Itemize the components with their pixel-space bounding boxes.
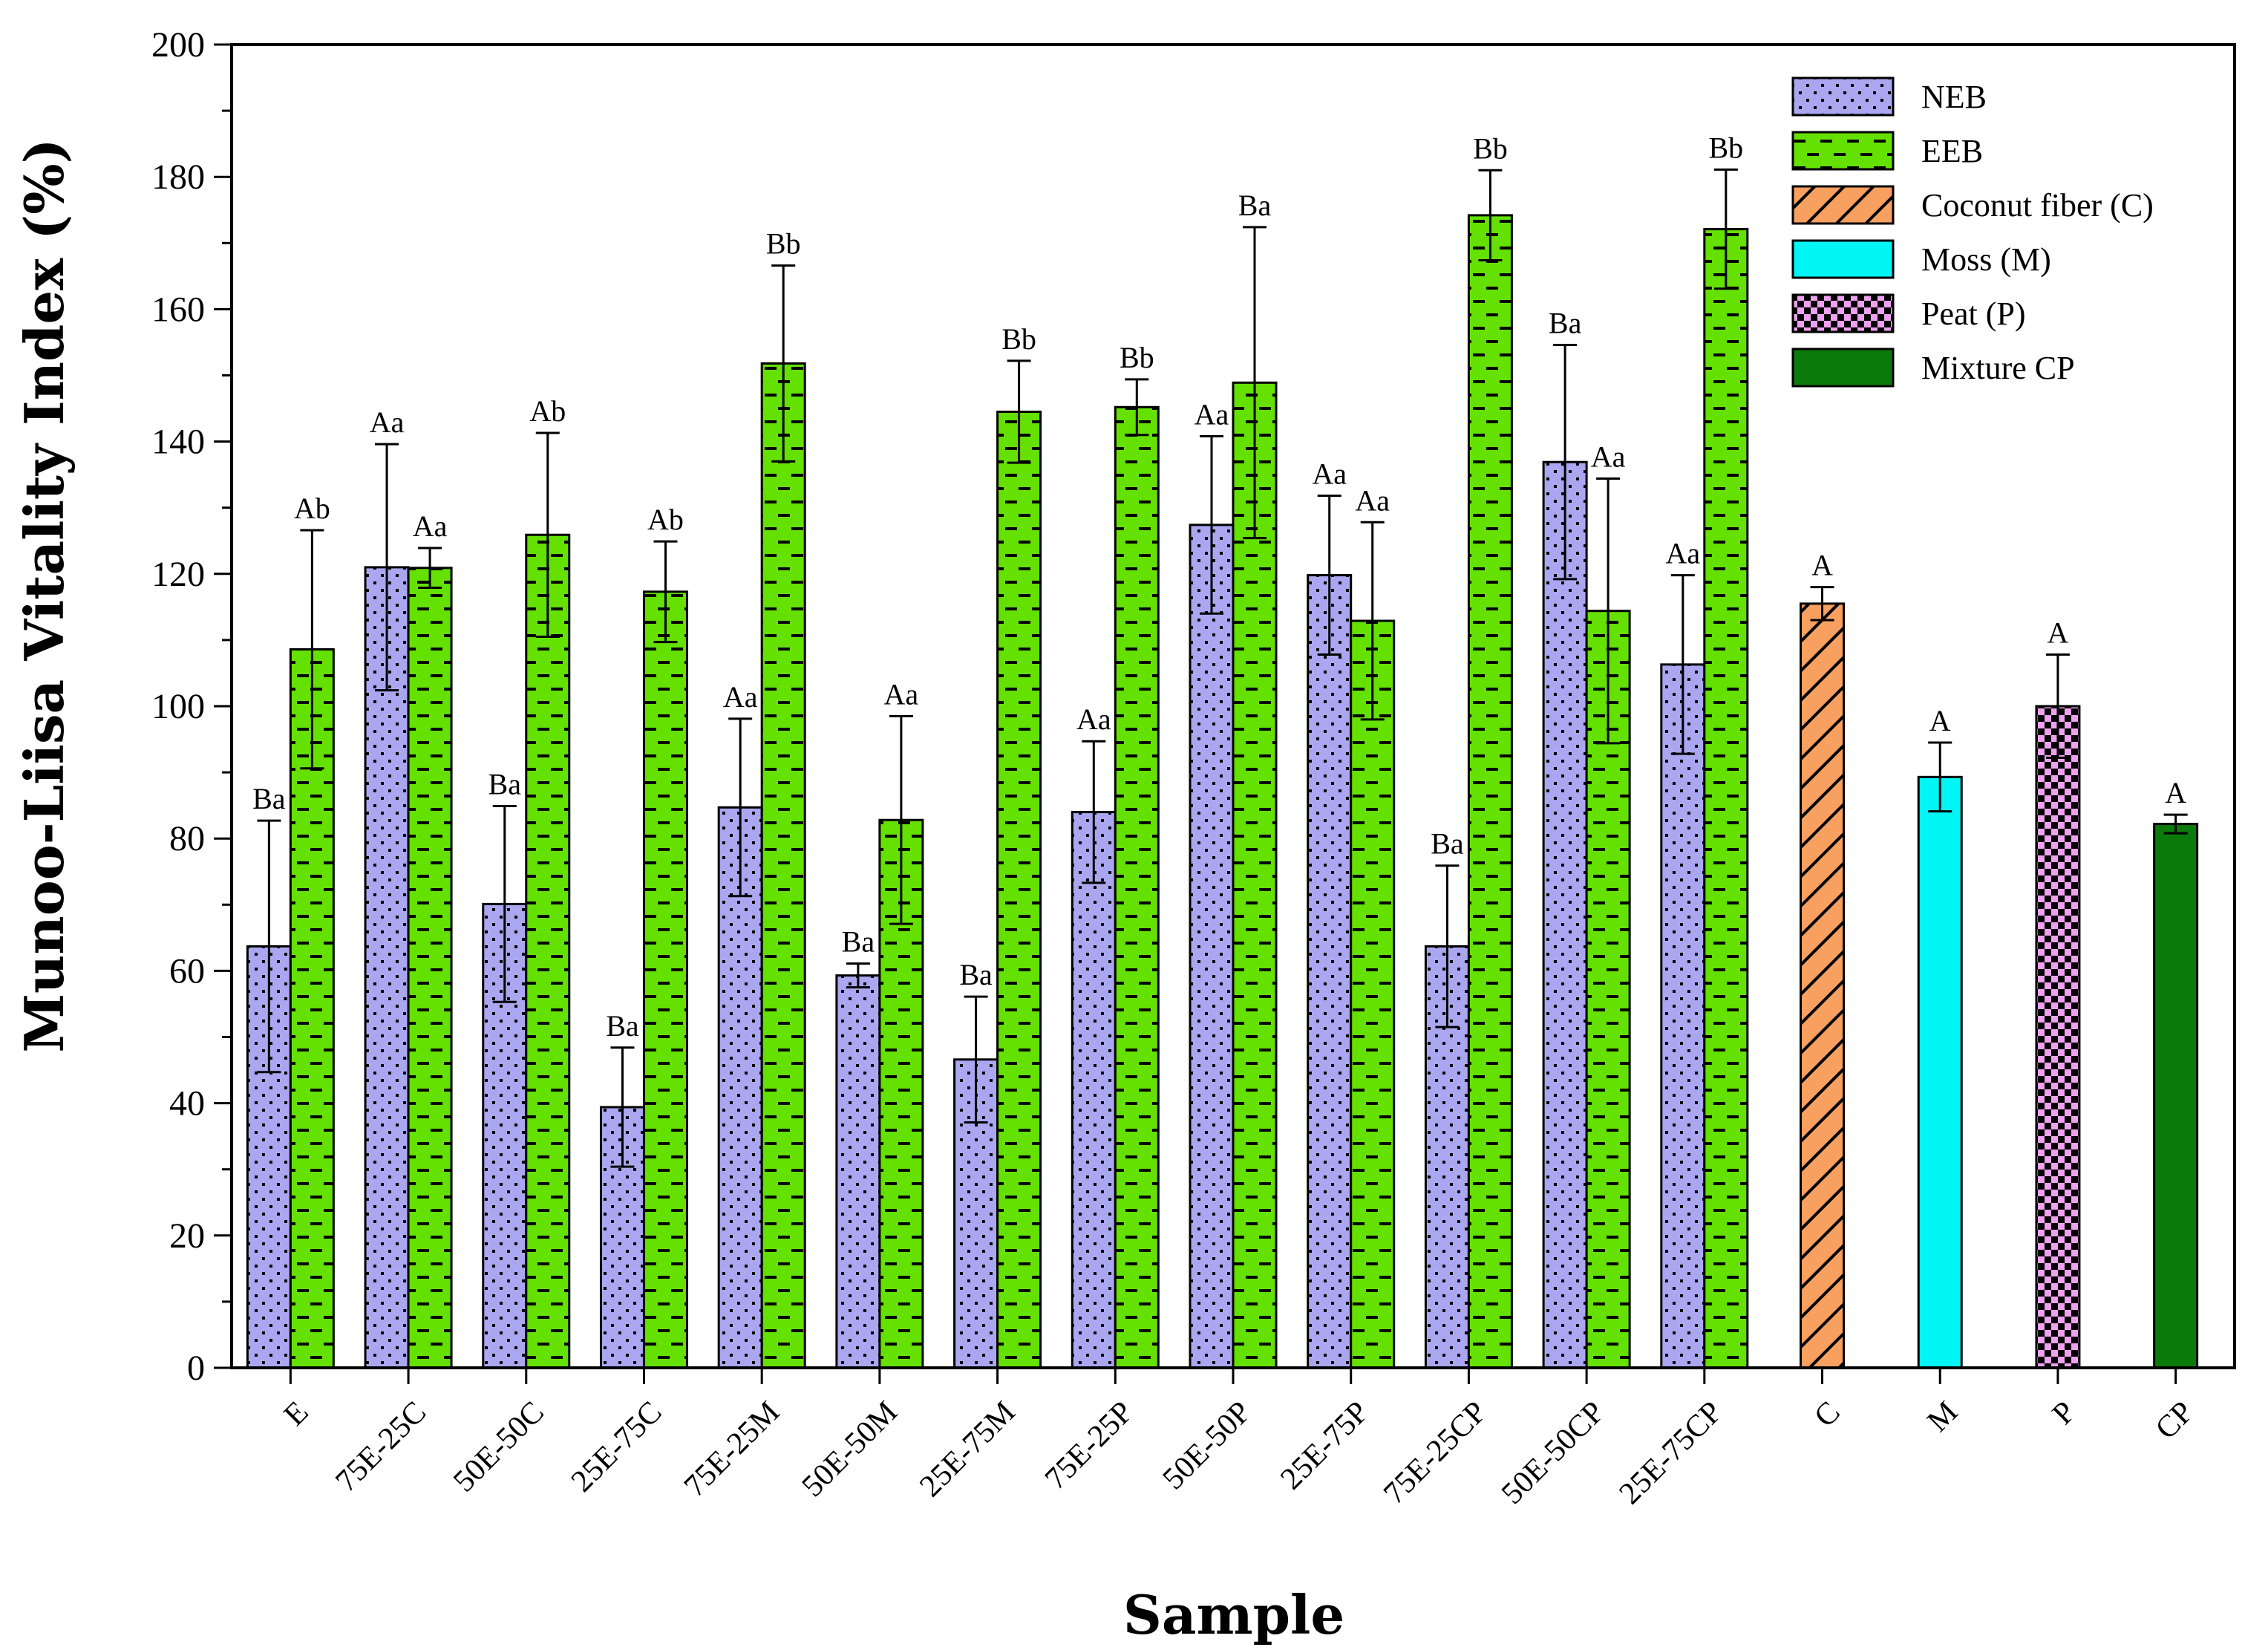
x-tick-label-75e-25m: 75E-25M: [678, 1395, 786, 1504]
y-tick-label-0: 0: [187, 1349, 205, 1388]
y-tick-label-120: 120: [151, 555, 205, 594]
significance-label-eeb-e: Ab: [294, 492, 330, 525]
legend-label-mixture-cp: Mixture CP: [1921, 350, 2075, 386]
error-bars-layer: [257, 168, 2188, 1168]
significance-label-eeb-50e-50p: Ba: [1238, 189, 1272, 222]
x-tick-label-75e-25c: 75E-25C: [329, 1395, 433, 1499]
significance-labels-layer: BaAbAaAaBaAbBaAbAaBbBaAaBaBbAaBbAaBaAaAa…: [252, 131, 2186, 1042]
significance-label-eeb-50e-50cp: Aa: [1591, 440, 1626, 473]
bar-coconut-fiber-c-c: [1800, 602, 1846, 1369]
y-tick-label-160: 160: [151, 290, 205, 329]
legend-label-peat-p: Peat (P): [1921, 296, 2026, 332]
x-tick-label-m: M: [1921, 1395, 1964, 1439]
x-tick-label-25e-75cp: 25E-75CP: [1613, 1395, 1729, 1511]
significance-label-moss-m-m: A: [1929, 704, 1951, 737]
significance-label-neb-25e-75p: Aa: [1312, 457, 1347, 491]
bar-mixture-cp-cp: [2153, 823, 2199, 1369]
legend-swatch-mixture-cp: [1791, 348, 1895, 388]
significance-label-eeb-25e-75m: Bb: [1001, 322, 1036, 356]
bar-eeb-50e-50c: [525, 533, 571, 1369]
legend-swatch-eeb: [1791, 131, 1895, 171]
y-tick-label-20: 20: [169, 1216, 205, 1256]
legend-swatch-peat-p: [1791, 293, 1895, 333]
significance-label-neb-25e-75cp: Aa: [1666, 537, 1701, 570]
significance-label-coconut-fiber-c-c: A: [1811, 549, 1833, 582]
significance-label-neb-75e-25p: Aa: [1076, 702, 1111, 736]
significance-label-neb-e: Ba: [252, 782, 286, 815]
y-tick-label-80: 80: [169, 819, 205, 858]
x-tick-label-50e-50cp: 50E-50CP: [1495, 1395, 1611, 1511]
y-tick-label-140: 140: [151, 423, 205, 462]
significance-label-eeb-25e-75p: Aa: [1355, 483, 1390, 517]
bar-eeb-75e-25m: [760, 362, 806, 1369]
bar-eeb-25e-75c: [642, 590, 688, 1369]
significance-label-eeb-25e-75c: Ab: [647, 503, 684, 536]
bar-neb-50e-50cp: [1542, 460, 1588, 1369]
bar-eeb-25e-75cp: [1703, 228, 1749, 1369]
plot-frame: [230, 43, 2236, 1369]
x-tick-label-cp: CP: [2149, 1395, 2200, 1447]
x-tick-label-c: C: [1808, 1395, 1846, 1434]
legend-label-eeb: EEB: [1921, 133, 1983, 169]
x-tick-label-50e-50m: 50E-50M: [796, 1395, 904, 1504]
significance-label-eeb-75e-25m: Bb: [766, 227, 801, 261]
x-tick-label-50e-50c: 50E-50C: [447, 1395, 551, 1499]
significance-label-eeb-75e-25p: Bb: [1120, 341, 1154, 374]
bar-moss-m-m: [1917, 775, 1963, 1369]
bar-eeb-25e-75m: [996, 411, 1042, 1369]
legend-label-neb: NEB: [1921, 79, 1987, 115]
legend-swatch-moss-m: [1791, 239, 1895, 279]
bars-layer: [246, 214, 2199, 1369]
bar-eeb-75e-25cp: [1467, 214, 1513, 1369]
x-axis-title: Sample: [1123, 1583, 1344, 1646]
x-tick-label-p: P: [2046, 1395, 2082, 1432]
bar-neb-75e-25p: [1071, 811, 1117, 1369]
significance-label-mixture-cp-cp: A: [2165, 776, 2186, 809]
significance-label-neb-50e-50cp: Ba: [1549, 307, 1582, 340]
bar-eeb-75e-25p: [1114, 405, 1160, 1369]
x-tick-label-75e-25p: 75E-25P: [1039, 1395, 1140, 1496]
bar-neb-75e-25m: [717, 806, 763, 1369]
legend-label-coconut-fiber-c: Coconut fiber (C): [1921, 187, 2154, 224]
significance-label-eeb-75e-25c: Aa: [413, 509, 448, 543]
y-tick-label-60: 60: [169, 951, 205, 991]
legend-label-moss-m: Moss (M): [1921, 241, 2051, 278]
y-tick-label-40: 40: [169, 1084, 205, 1124]
significance-label-neb-50e-50c: Ba: [488, 768, 522, 801]
x-tick-label-50e-50p: 50E-50P: [1157, 1395, 1258, 1496]
bar-neb-50e-50m: [835, 974, 881, 1369]
significance-label-neb-25e-75c: Ba: [606, 1009, 639, 1043]
significance-label-neb-50e-50m: Ba: [842, 925, 875, 959]
significance-label-eeb-50e-50c: Ab: [529, 394, 566, 428]
legend: NEB EEB Coconut fiber (C) Moss (M) Peat (P) M…: [1791, 76, 2154, 388]
bar-neb-25e-75cp: [1660, 663, 1706, 1369]
significance-label-eeb-25e-75cp: Bb: [1708, 131, 1743, 164]
significance-label-eeb-50e-50m: Aa: [884, 677, 919, 711]
significance-label-neb-25e-75m: Ba: [959, 958, 993, 991]
bar-peat-p-p: [2035, 705, 2081, 1369]
x-tick-label-25e-75c: 25E-75C: [565, 1395, 669, 1499]
y-tick-label-100: 100: [151, 687, 205, 726]
x-tick-label-25e-75m: 25E-75M: [913, 1395, 1022, 1504]
x-tick-label-75e-25cp: 75E-25CP: [1377, 1395, 1493, 1511]
significance-label-neb-50e-50p: Aa: [1195, 397, 1229, 431]
y-axis-title: Munoo-Liisa Vitality Index (%): [13, 138, 76, 1052]
x-tick-label-25e-75p: 25E-75P: [1274, 1395, 1375, 1496]
bar-neb-25e-75p: [1307, 574, 1353, 1369]
significance-label-eeb-75e-25cp: Bb: [1473, 131, 1508, 165]
legend-swatch-neb: [1791, 76, 1895, 117]
bar-eeb-75e-25c: [407, 567, 453, 1369]
y-tick-label-200: 200: [151, 25, 205, 65]
bar-neb-50e-50p: [1189, 524, 1235, 1369]
significance-label-peat-p-p: A: [2047, 616, 2068, 650]
legend-swatch-coconut-fiber-c: [1791, 185, 1895, 225]
significance-label-neb-75e-25cp: Ba: [1431, 827, 1464, 861]
significance-label-neb-75e-25c: Aa: [370, 405, 405, 439]
bar-eeb-25e-75p: [1350, 619, 1396, 1369]
y-tick-label-180: 180: [151, 157, 205, 197]
significance-label-neb-75e-25m: Aa: [723, 680, 758, 714]
x-tick-label-e: E: [278, 1395, 316, 1433]
